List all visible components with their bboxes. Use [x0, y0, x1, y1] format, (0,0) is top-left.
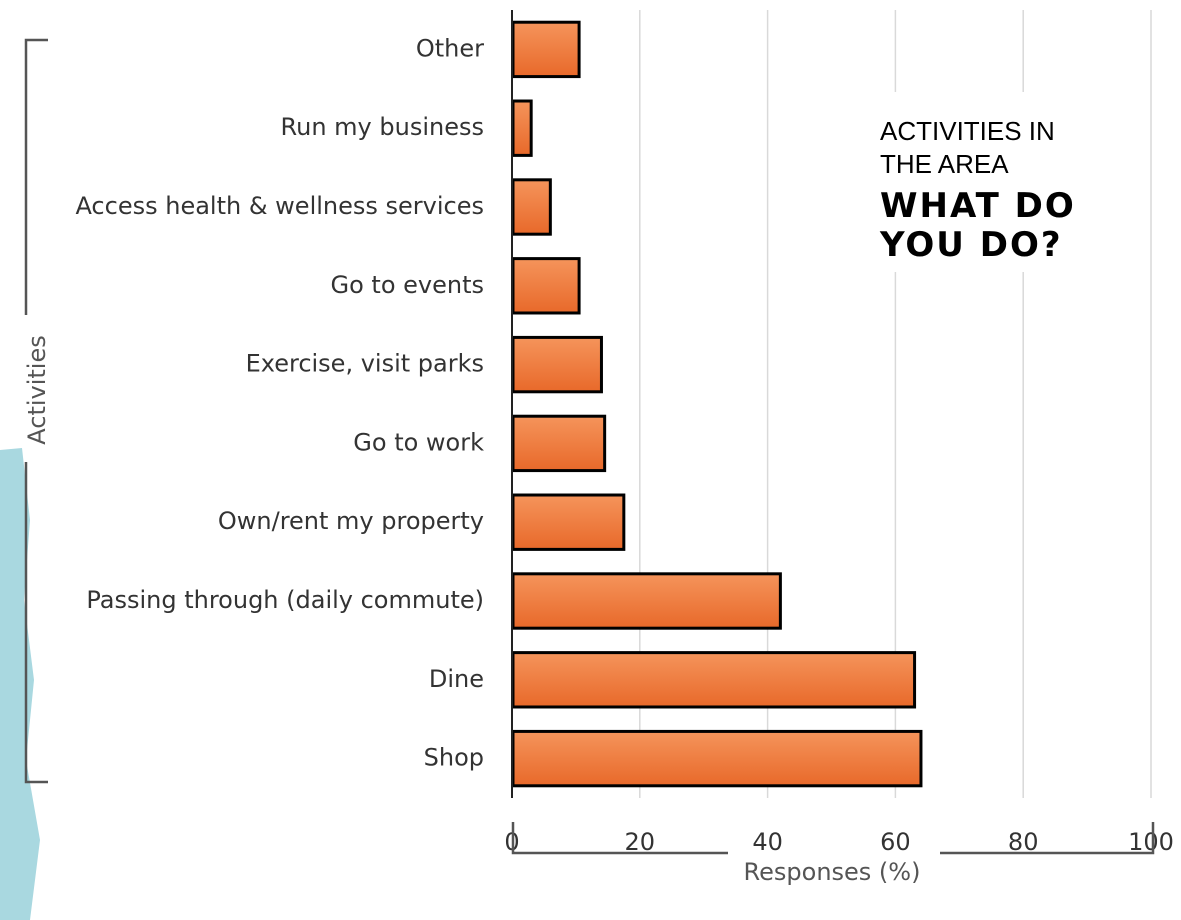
category-label: Go to work	[353, 428, 484, 456]
category-label: Own/rent my property	[218, 507, 484, 535]
category-labels: Other Run my business Access health & well…	[75, 34, 484, 771]
heading-question-1: WHAT DO	[880, 186, 1076, 226]
bar	[511, 99, 533, 157]
bar	[511, 729, 923, 788]
bar	[511, 257, 581, 315]
bar	[511, 178, 552, 236]
x-tick-label: 100	[1128, 828, 1174, 856]
bar	[511, 651, 917, 709]
heading-line-2: THE AREA	[880, 149, 1009, 179]
category-label: Dine	[429, 665, 484, 693]
category-label: Other	[416, 34, 484, 62]
category-label: Access health & wellness services	[75, 192, 484, 220]
x-tick-label: 60	[880, 828, 911, 856]
bar	[511, 572, 782, 630]
x-tick-label: 40	[752, 828, 783, 856]
bar	[511, 335, 603, 394]
y-axis-bracket	[24, 38, 48, 784]
x-axis-title: Responses (%)	[744, 858, 921, 886]
x-tick-label: 80	[1008, 828, 1039, 856]
category-label: Go to events	[331, 271, 485, 299]
heading-line-1: ACTIVITIES IN	[880, 116, 1055, 146]
x-tick-label: 20	[625, 828, 656, 856]
category-label: Run my business	[281, 113, 484, 141]
category-label: Exercise, visit parks	[246, 350, 484, 378]
category-label: Shop	[424, 744, 484, 772]
heading-question-2: YOU DO?	[879, 225, 1063, 265]
x-axis-bracket	[511, 822, 1155, 855]
y-axis-title: Activities	[23, 335, 51, 445]
decorative-shape	[0, 448, 40, 920]
bar	[511, 20, 581, 79]
category-label: Passing through (daily commute)	[86, 586, 484, 614]
bars	[511, 20, 923, 788]
bar	[511, 414, 607, 473]
bar	[511, 493, 626, 551]
heading-backdrop	[876, 92, 1128, 272]
